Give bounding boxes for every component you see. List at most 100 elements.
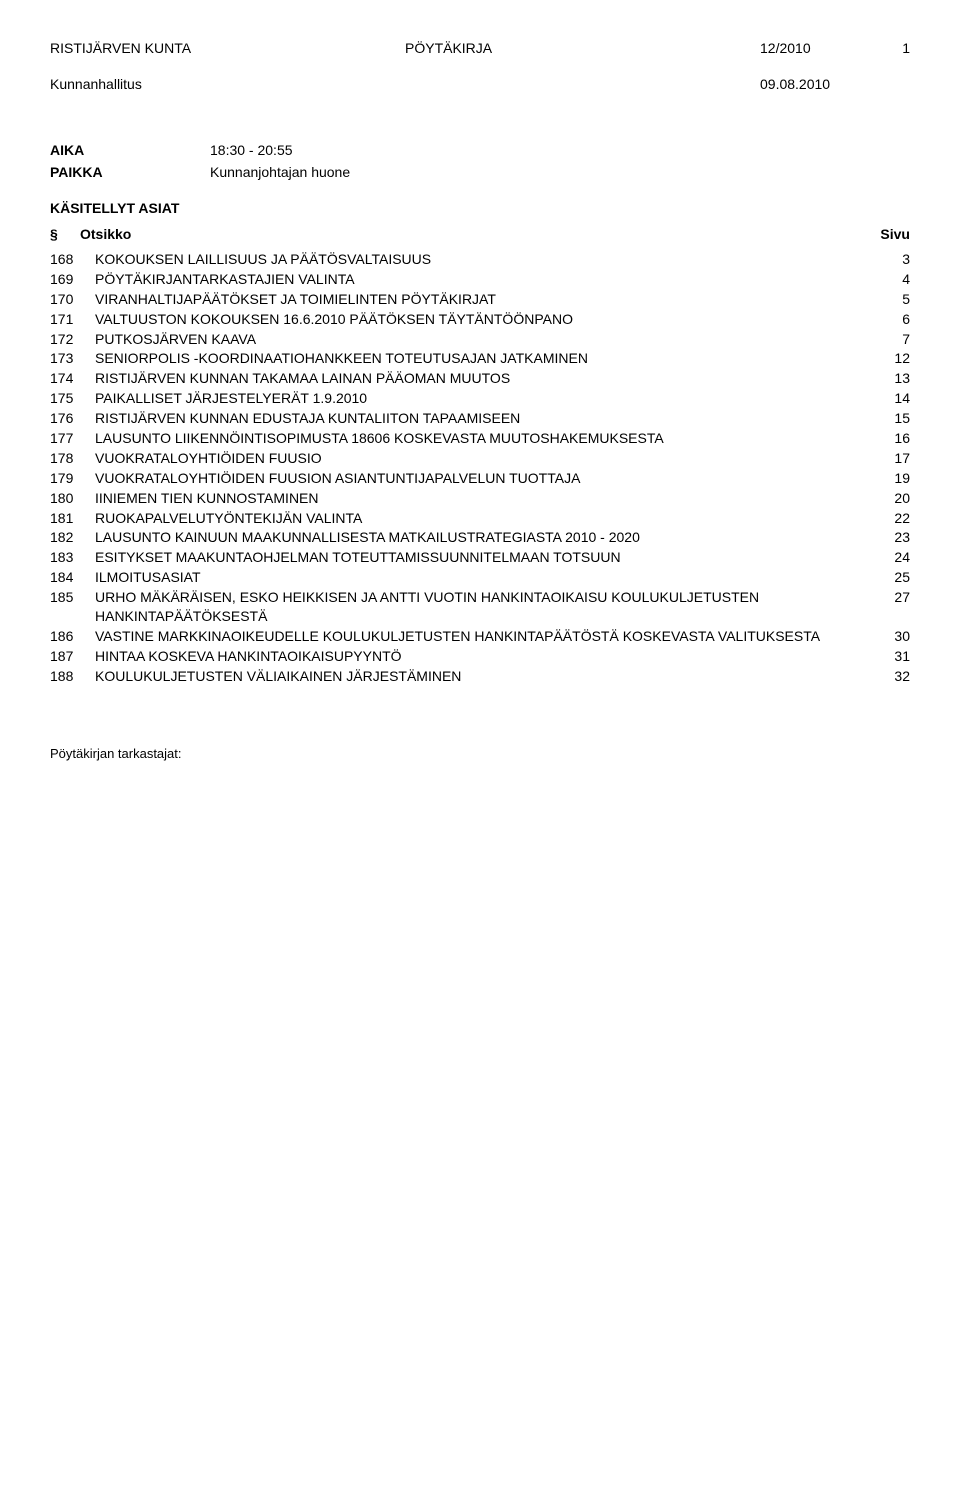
toc-item-page: 17 <box>860 449 910 468</box>
toc-row: 180IINIEMEN TIEN KUNNOSTAMINEN20 <box>50 489 910 508</box>
toc-row: 181RUOKAPALVELUTYÖNTEKIJÄN VALINTA22 <box>50 509 910 528</box>
toc-item-page: 22 <box>860 509 910 528</box>
toc-item-num: 185 <box>50 588 95 607</box>
toc-item-page: 16 <box>860 429 910 448</box>
toc-section-title: KÄSITELLYT ASIAT <box>50 200 910 216</box>
toc-item-title: RISTIJÄRVEN KUNNAN EDUSTAJA KUNTALIITON … <box>95 409 860 428</box>
toc-header-title: Otsikko <box>80 226 860 242</box>
meta-aika: AIKA 18:30 - 20:55 <box>50 142 910 158</box>
toc-row: 175PAIKALLISET JÄRJESTELYERÄT 1.9.201014 <box>50 389 910 408</box>
toc-row: 173SENIORPOLIS -KOORDINAATIOHANKKEEN TOT… <box>50 349 910 368</box>
toc-item-num: 176 <box>50 409 95 428</box>
toc-item-title: IINIEMEN TIEN KUNNOSTAMINEN <box>95 489 860 508</box>
toc-item-title: PÖYTÄKIRJANTARKASTAJIEN VALINTA <box>95 270 860 289</box>
toc-item-page: 25 <box>860 568 910 587</box>
header-org: RISTIJÄRVEN KUNTA <box>50 40 405 56</box>
toc-item-page: 20 <box>860 489 910 508</box>
toc-item-page: 19 <box>860 469 910 488</box>
toc-item-title: HINTAA KOSKEVA HANKINTAOIKAISUPYYNTÖ <box>95 647 860 666</box>
toc-row: 178VUOKRATALOYHTIÖIDEN FUUSIO17 <box>50 449 910 468</box>
toc-item-num: 169 <box>50 270 95 289</box>
toc-item-page: 15 <box>860 409 910 428</box>
toc-item-num: 188 <box>50 667 95 686</box>
toc-item-num: 186 <box>50 627 95 646</box>
toc-item-title: PUTKOSJÄRVEN KAAVA <box>95 330 860 349</box>
toc-row: 186VASTINE MARKKINAOIKEUDELLE KOULUKULJE… <box>50 627 910 646</box>
toc-row: 183ESITYKSET MAAKUNTAOHJELMAN TOTEUTTAMI… <box>50 548 910 567</box>
toc-item-title: LAUSUNTO LIIKENNÖINTISOPIMUSTA 18606 KOS… <box>95 429 860 448</box>
toc-row: 172PUTKOSJÄRVEN KAAVA7 <box>50 330 910 349</box>
header-doc-type: PÖYTÄKIRJA <box>405 40 760 56</box>
toc-item-title: KOKOUKSEN LAILLISUUS JA PÄÄTÖSVALTAISUUS <box>95 250 860 269</box>
meta-paikka-label: PAIKKA <box>50 164 210 180</box>
meta-aika-value: 18:30 - 20:55 <box>210 142 910 158</box>
toc-item-num: 179 <box>50 469 95 488</box>
subheader-date: 09.08.2010 <box>760 76 910 92</box>
toc-item-title: VALTUUSTON KOKOUKSEN 16.6.2010 PÄÄTÖKSEN… <box>95 310 860 329</box>
toc-row: 188KOULUKULJETUSTEN VÄLIAIKAINEN JÄRJEST… <box>50 667 910 686</box>
toc-row: 171VALTUUSTON KOKOUKSEN 16.6.2010 PÄÄTÖK… <box>50 310 910 329</box>
toc-row: 176RISTIJÄRVEN KUNNAN EDUSTAJA KUNTALIIT… <box>50 409 910 428</box>
toc-body: 168KOKOUKSEN LAILLISUUS JA PÄÄTÖSVALTAIS… <box>50 250 910 686</box>
footer-text: Pöytäkirjan tarkastajat: <box>50 746 910 761</box>
toc-item-title: VUOKRATALOYHTIÖIDEN FUUSION ASIANTUNTIJA… <box>95 469 860 488</box>
toc-row: 170VIRANHALTIJAPÄÄTÖKSET JA TOIMIELINTEN… <box>50 290 910 309</box>
toc-header: § Otsikko Sivu <box>50 226 910 242</box>
toc-item-page: 24 <box>860 548 910 567</box>
toc-item-title: ESITYKSET MAAKUNTAOHJELMAN TOTEUTTAMISSU… <box>95 548 860 567</box>
toc-item-num: 184 <box>50 568 95 587</box>
toc-item-page: 7 <box>860 330 910 349</box>
page-subheader: Kunnanhallitus 09.08.2010 <box>50 76 910 92</box>
toc-item-page: 13 <box>860 369 910 388</box>
toc-row: 182LAUSUNTO KAINUUN MAAKUNNALLISESTA MAT… <box>50 528 910 547</box>
toc-item-num: 168 <box>50 250 95 269</box>
toc-row: 184ILMOITUSASIAT25 <box>50 568 910 587</box>
toc-row: 179VUOKRATALOYHTIÖIDEN FUUSION ASIANTUNT… <box>50 469 910 488</box>
toc-item-title: VIRANHALTIJAPÄÄTÖKSET JA TOIMIELINTEN PÖ… <box>95 290 860 309</box>
toc-item-title: VASTINE MARKKINAOIKEUDELLE KOULUKULJETUS… <box>95 627 860 646</box>
meta-paikka: PAIKKA Kunnanjohtajan huone <box>50 164 910 180</box>
toc-item-num: 172 <box>50 330 95 349</box>
toc-item-num: 175 <box>50 389 95 408</box>
toc-row: 177LAUSUNTO LIIKENNÖINTISOPIMUSTA 18606 … <box>50 429 910 448</box>
toc-item-page: 6 <box>860 310 910 329</box>
toc-item-page: 30 <box>860 627 910 646</box>
header-page-num: 1 <box>880 40 910 56</box>
toc-item-num: 170 <box>50 290 95 309</box>
toc-item-page: 5 <box>860 290 910 309</box>
toc-item-page: 27 <box>860 588 910 607</box>
toc-item-num: 182 <box>50 528 95 547</box>
toc-item-title: RUOKAPALVELUTYÖNTEKIJÄN VALINTA <box>95 509 860 528</box>
toc-item-page: 32 <box>860 667 910 686</box>
toc-item-page: 4 <box>860 270 910 289</box>
header-doc-num: 12/2010 <box>760 40 880 56</box>
toc-item-title: RISTIJÄRVEN KUNNAN TAKAMAA LAINAN PÄÄOMA… <box>95 369 860 388</box>
toc-item-title: SENIORPOLIS -KOORDINAATIOHANKKEEN TOTEUT… <box>95 349 860 368</box>
toc-item-num: 183 <box>50 548 95 567</box>
toc-row: 187HINTAA KOSKEVA HANKINTAOIKAISUPYYNTÖ3… <box>50 647 910 666</box>
toc-item-title: PAIKALLISET JÄRJESTELYERÄT 1.9.2010 <box>95 389 860 408</box>
toc-item-title: VUOKRATALOYHTIÖIDEN FUUSIO <box>95 449 860 468</box>
toc-header-page: Sivu <box>860 226 910 242</box>
toc-item-page: 3 <box>860 250 910 269</box>
toc-item-page: 12 <box>860 349 910 368</box>
toc-item-num: 187 <box>50 647 95 666</box>
toc-item-num: 177 <box>50 429 95 448</box>
toc-item-title: ILMOITUSASIAT <box>95 568 860 587</box>
toc-item-page: 14 <box>860 389 910 408</box>
toc-item-num: 174 <box>50 369 95 388</box>
meta-aika-label: AIKA <box>50 142 210 158</box>
toc-item-page: 31 <box>860 647 910 666</box>
toc-item-title: URHO MÄKÄRÄISEN, ESKO HEIKKISEN JA ANTTI… <box>95 588 860 626</box>
toc-item-num: 181 <box>50 509 95 528</box>
toc-row: 174RISTIJÄRVEN KUNNAN TAKAMAA LAINAN PÄÄ… <box>50 369 910 388</box>
toc-item-title: LAUSUNTO KAINUUN MAAKUNNALLISESTA MATKAI… <box>95 528 860 547</box>
toc-item-page: 23 <box>860 528 910 547</box>
toc-header-sym: § <box>50 226 80 242</box>
toc-item-num: 178 <box>50 449 95 468</box>
toc-row: 185URHO MÄKÄRÄISEN, ESKO HEIKKISEN JA AN… <box>50 588 910 626</box>
toc-item-num: 173 <box>50 349 95 368</box>
toc-row: 169PÖYTÄKIRJANTARKASTAJIEN VALINTA4 <box>50 270 910 289</box>
toc-item-num: 171 <box>50 310 95 329</box>
meta-paikka-value: Kunnanjohtajan huone <box>210 164 910 180</box>
